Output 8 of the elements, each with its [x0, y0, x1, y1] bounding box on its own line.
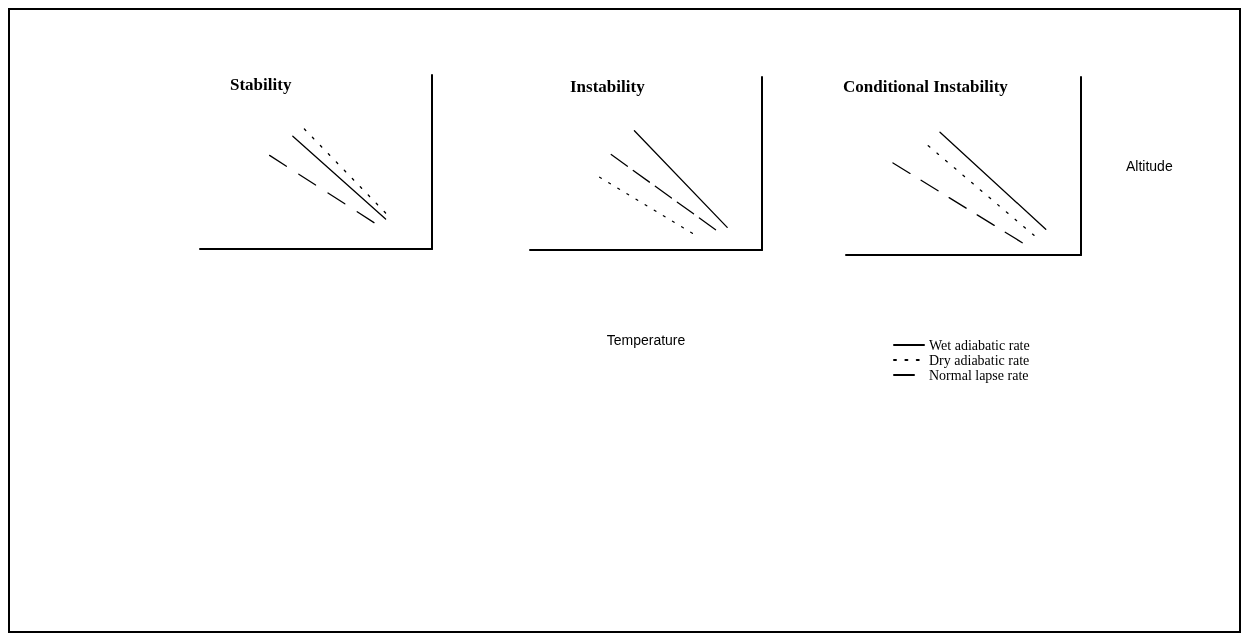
chart-title: Instability	[570, 77, 646, 96]
legend-label: Wet adiabatic rate	[929, 337, 1030, 353]
legend-label: Normal lapse rate	[929, 367, 1029, 383]
legend-label: Dry adiabatic rate	[929, 352, 1030, 368]
chart-title: Stability	[230, 75, 292, 94]
y-axis-title: Altitude	[1126, 158, 1173, 174]
chart-title: Conditional Instability	[843, 77, 1009, 96]
x-axis-title: Temperature	[606, 332, 686, 348]
